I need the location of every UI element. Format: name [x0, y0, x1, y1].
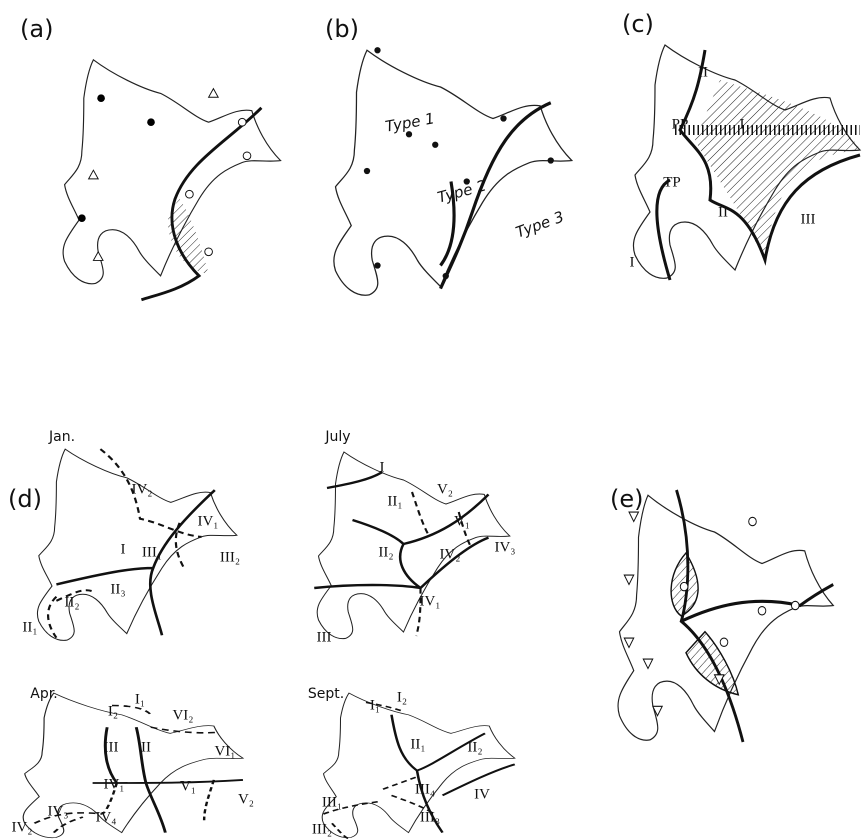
region-label: IV — [474, 786, 490, 802]
map-b — [333, 47, 573, 296]
panel-label: (b) — [325, 15, 359, 43]
region-label: IV₂ — [131, 481, 152, 497]
region-label: I — [380, 459, 385, 475]
month-label: Jan. — [48, 429, 75, 445]
region-label: III — [317, 629, 332, 645]
region-label: IV₁ — [419, 593, 440, 609]
zone-label: II — [698, 64, 708, 80]
type-label: Type 3 — [513, 208, 566, 242]
region-label: IV₂ — [11, 819, 32, 835]
zone-label: II — [718, 204, 728, 220]
region-label: II₂ — [64, 594, 79, 610]
region-label: II₂ — [467, 739, 482, 755]
region-label: II₁ — [410, 736, 425, 752]
zone-label: III — [801, 211, 816, 227]
region-label: IV₄ — [95, 809, 116, 825]
region-label: III₂ — [312, 821, 332, 837]
type-label: Type 2 — [435, 176, 488, 206]
map-d-jan — [36, 448, 238, 641]
map-d-apr — [22, 692, 244, 839]
month-label: Apr. — [30, 686, 57, 702]
region-label: IV₃ — [47, 803, 68, 819]
panel-label: (c) — [622, 10, 654, 38]
region-label: IV₂ — [439, 546, 460, 562]
region-label: V₂ — [437, 481, 453, 497]
region-label: III₄ — [415, 781, 435, 797]
map-d-sept — [321, 692, 516, 840]
region-label: V₁ — [454, 513, 470, 529]
zone-label: I — [740, 116, 745, 132]
panel-label: (a) — [20, 15, 53, 43]
region-label: III₂ — [220, 549, 240, 565]
region-label: I — [121, 541, 126, 557]
region-label: III₃ — [420, 809, 440, 825]
panel-label: (d) — [8, 485, 42, 513]
region-label: IV₁ — [197, 513, 218, 529]
map-c — [632, 44, 861, 281]
region-label: III₁ — [142, 544, 162, 560]
month-label: Sept. — [308, 686, 344, 702]
region-label: I₂ — [108, 703, 118, 719]
zone-label: PP — [672, 116, 689, 132]
month-label: July — [324, 429, 350, 445]
region-label: VI₁ — [214, 743, 235, 759]
region-label: I₁ — [135, 691, 145, 707]
region-label: II₁ — [387, 493, 402, 509]
region-label: VI₂ — [172, 707, 193, 723]
region-label: II₃ — [110, 581, 125, 597]
zone-label: I — [630, 254, 635, 270]
region-label: V₂ — [238, 791, 254, 807]
region-label: I₁ — [370, 697, 380, 713]
zone-label: TP — [663, 174, 681, 190]
panel-label: (e) — [610, 485, 644, 513]
region-label: III — [104, 739, 119, 755]
region-label: III₁ — [322, 794, 342, 810]
map-a — [62, 59, 282, 302]
region-label: IV₁ — [103, 776, 124, 792]
region-label: IV₃ — [494, 539, 515, 555]
region-label: V₁ — [180, 778, 196, 794]
region-label: I₂ — [397, 689, 407, 705]
map-d-july — [314, 451, 511, 640]
region-label: II — [141, 739, 151, 755]
region-label: II₁ — [22, 619, 37, 635]
region-label: II₂ — [378, 544, 393, 560]
map-e — [617, 489, 834, 743]
